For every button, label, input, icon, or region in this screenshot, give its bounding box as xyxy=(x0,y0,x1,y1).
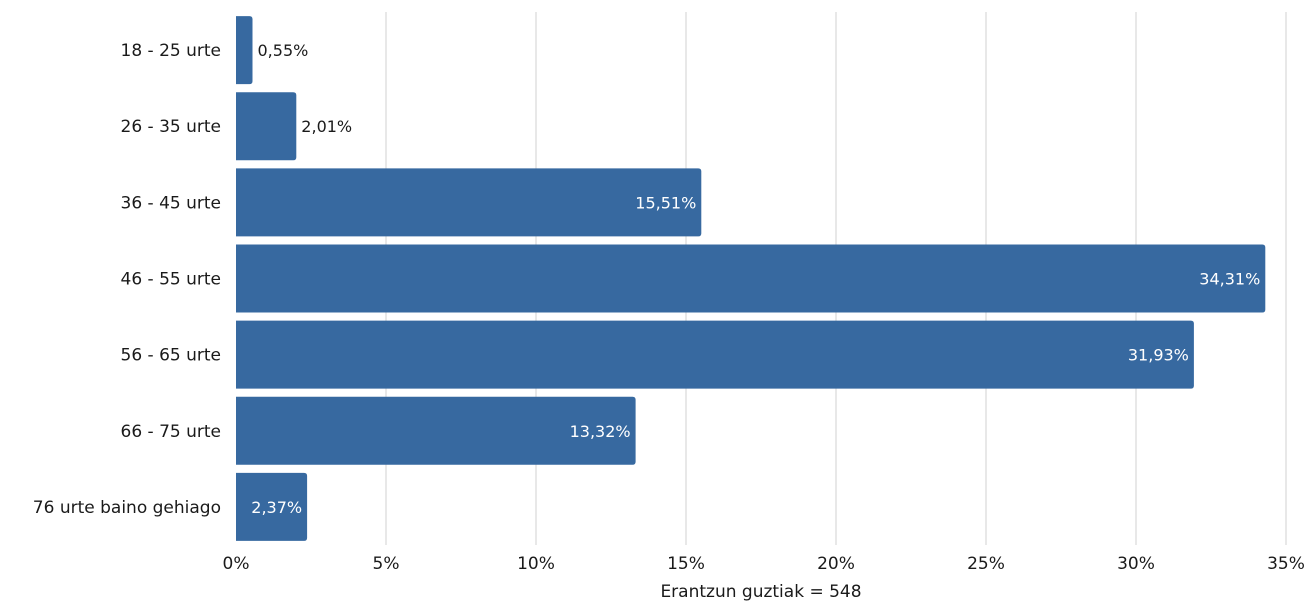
x-tick-label: 10% xyxy=(517,554,555,574)
category-label: 18 - 25 urte xyxy=(121,41,222,61)
value-label: 31,93% xyxy=(1128,346,1189,365)
value-label: 0,55% xyxy=(258,41,309,60)
bar xyxy=(236,92,297,161)
x-tick-labels: 0% 5% 10% 15% 20% 25% 30% 35% xyxy=(223,554,1305,574)
x-tick-label: 35% xyxy=(1267,554,1305,574)
value-label: 15,51% xyxy=(635,193,696,212)
value-label: 2,01% xyxy=(301,117,352,136)
x-tick-label: 25% xyxy=(967,554,1005,574)
category-label: 66 - 75 urte xyxy=(121,422,222,442)
bar xyxy=(236,244,1266,313)
x-tick-label: 5% xyxy=(373,554,400,574)
category-label: 56 - 65 urte xyxy=(121,346,222,366)
value-label: 2,37% xyxy=(251,498,302,517)
bar xyxy=(236,396,636,465)
category-label: 36 - 45 urte xyxy=(121,193,222,213)
bar xyxy=(236,16,253,85)
x-tick-label: 30% xyxy=(1117,554,1155,574)
bar xyxy=(236,472,308,541)
category-labels: 18 - 25 urte 26 - 35 urte 36 - 45 urte 46 -… xyxy=(33,41,221,518)
category-label: 76 urte baino gehiago xyxy=(33,498,221,518)
bar xyxy=(236,320,1194,389)
bar xyxy=(236,168,702,237)
x-tick-label: 0% xyxy=(223,554,250,574)
value-label: 13,32% xyxy=(570,422,631,441)
x-tick-label: 15% xyxy=(667,554,705,574)
value-label: 34,31% xyxy=(1199,270,1260,289)
category-label: 26 - 35 urte xyxy=(121,117,222,137)
category-label: 46 - 55 urte xyxy=(121,270,222,290)
x-axis-title: Erantzun guztiak = 548 xyxy=(660,582,861,602)
bars: 0,55% 2,01% 15,51% 34,31% 31,93% 13,32% 2,37% xyxy=(236,16,1266,541)
x-tick-label: 20% xyxy=(817,554,855,574)
